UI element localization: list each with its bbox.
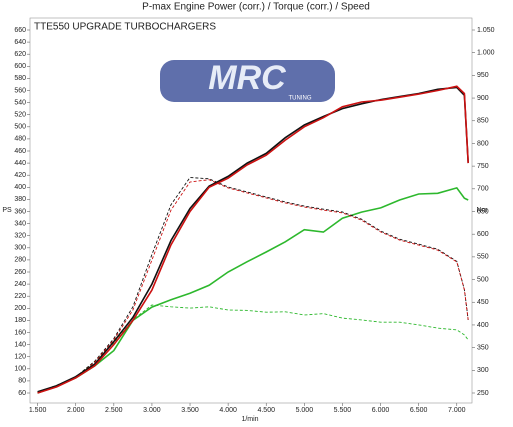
series-line bbox=[37, 85, 469, 394]
y-tick-label: 560 bbox=[14, 87, 26, 94]
y-tick-label: 460 bbox=[14, 148, 26, 155]
y2-tick-label: 750 bbox=[477, 163, 489, 170]
y-tick-label: 500 bbox=[14, 124, 26, 131]
y2-tick-label: 300 bbox=[477, 367, 489, 374]
y-tick-label: 200 bbox=[14, 305, 26, 312]
y2-tick-label: 1.000 bbox=[477, 50, 495, 57]
y-tick-label: 620 bbox=[14, 51, 26, 58]
y-tick-label: 380 bbox=[14, 196, 26, 203]
y2-axis-label: Nm bbox=[477, 207, 488, 214]
x-tick-label: 4.000 bbox=[219, 407, 237, 414]
x-tick-label: 2.000 bbox=[67, 407, 85, 414]
chart-title: P-max Engine Power (corr.) / Torque (cor… bbox=[142, 2, 370, 13]
y-tick-label: 140 bbox=[14, 341, 26, 348]
subtitle: TTE550 UPGRADE TURBOCHARGERS bbox=[34, 22, 216, 33]
x-tick-label: 5.500 bbox=[334, 407, 352, 414]
x-tick-label: 4.500 bbox=[257, 407, 275, 414]
x-tick-label: 7.000 bbox=[448, 407, 466, 414]
y-tick-label: 360 bbox=[14, 208, 26, 215]
y-axis-label: PS bbox=[2, 207, 12, 214]
y-tick-label: 180 bbox=[14, 317, 26, 324]
series-line bbox=[37, 179, 469, 394]
y-tick-label: 80 bbox=[18, 378, 26, 385]
x-tick-label: 6.000 bbox=[372, 407, 390, 414]
y-tick-label: 480 bbox=[14, 136, 26, 143]
y-tick-label: 60 bbox=[18, 390, 26, 397]
y-tick-label: 160 bbox=[14, 329, 26, 336]
x-axis-label: 1/min bbox=[241, 416, 258, 423]
y-tick-label: 300 bbox=[14, 245, 26, 252]
y2-tick-label: 350 bbox=[477, 344, 489, 351]
y-tick-label: 100 bbox=[14, 366, 26, 373]
y-tick-label: 660 bbox=[14, 27, 26, 34]
y-tick-label: 420 bbox=[14, 172, 26, 179]
y2-tick-label: 900 bbox=[477, 95, 489, 102]
series-line bbox=[37, 177, 469, 393]
y-tick-label: 120 bbox=[14, 354, 26, 361]
x-tick-label: 3.000 bbox=[143, 407, 161, 414]
logo-text: MRC bbox=[208, 59, 286, 97]
logo-badge bbox=[160, 60, 335, 102]
y-tick-label: 320 bbox=[14, 233, 26, 240]
series-line bbox=[37, 304, 469, 394]
y2-tick-label: 950 bbox=[477, 72, 489, 79]
y-tick-label: 240 bbox=[14, 281, 26, 288]
y2-tick-label: 550 bbox=[477, 254, 489, 261]
y-tick-label: 520 bbox=[14, 112, 26, 119]
y2-tick-label: 1.050 bbox=[477, 27, 495, 34]
x-tick-label: 5.000 bbox=[296, 407, 314, 414]
y2-tick-label: 400 bbox=[477, 322, 489, 329]
logo-sub: TUNING bbox=[289, 96, 312, 102]
y-tick-label: 220 bbox=[14, 293, 26, 300]
x-tick-label: 1.500 bbox=[29, 407, 47, 414]
y-tick-label: 640 bbox=[14, 39, 26, 46]
y-tick-label: 400 bbox=[14, 184, 26, 191]
y2-tick-label: 650 bbox=[477, 208, 489, 215]
y2-tick-label: 850 bbox=[477, 118, 489, 125]
logo: MRC TUNING bbox=[160, 59, 335, 102]
y-tick-label: 540 bbox=[14, 99, 26, 106]
y2-tick-label: 250 bbox=[477, 390, 489, 397]
series-line bbox=[37, 186, 469, 394]
y2-tick-label: 700 bbox=[477, 186, 489, 193]
y-tick-label: 580 bbox=[14, 75, 26, 82]
y-tick-label: 280 bbox=[14, 257, 26, 264]
x-tick-label: 6.500 bbox=[410, 407, 428, 414]
y2-tick-label: 600 bbox=[477, 231, 489, 238]
x-tick-label: 2.500 bbox=[105, 407, 123, 414]
x-tick-label: 3.500 bbox=[181, 407, 199, 414]
y-tick-label: 340 bbox=[14, 220, 26, 227]
y2-tick-label: 800 bbox=[477, 140, 489, 147]
y2-tick-label: 450 bbox=[477, 299, 489, 306]
y-tick-label: 440 bbox=[14, 160, 26, 167]
y2-tick-label: 500 bbox=[477, 276, 489, 283]
y-tick-label: 600 bbox=[14, 63, 26, 70]
y-tick-label: 260 bbox=[14, 269, 26, 276]
